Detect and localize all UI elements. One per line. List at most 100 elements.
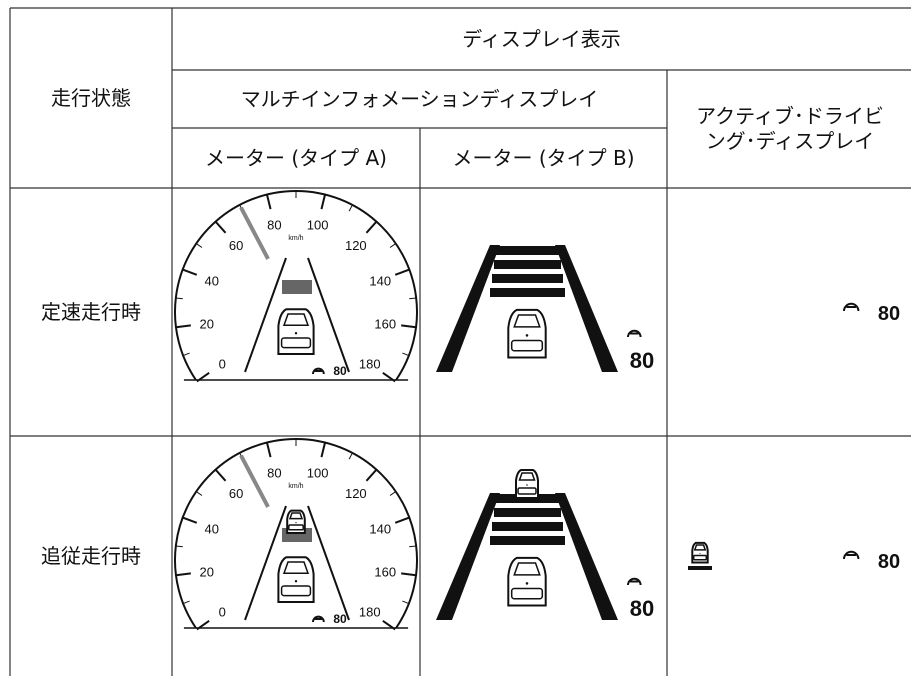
cruise-icon (627, 329, 642, 338)
gauge-label: 60 (229, 238, 243, 253)
car-icon (277, 556, 315, 603)
gauge-label: 20 (199, 564, 213, 579)
row-label: 追従走行時 (41, 543, 141, 568)
gauge-tick (348, 204, 353, 212)
gauge-tick (265, 442, 272, 458)
gauge-tick (320, 442, 327, 458)
gauge-needle (239, 454, 270, 508)
car-window (282, 561, 310, 574)
gauge-label: 20 (199, 316, 213, 331)
set-speed: 80 (333, 612, 347, 626)
gauge-label: 60 (229, 486, 243, 501)
car-bumper (280, 585, 312, 597)
cruise-icon (312, 615, 325, 623)
car-bumper (288, 524, 304, 531)
road-edge (307, 257, 350, 373)
gauge-label: 140 (369, 273, 391, 288)
gauge-label: 180 (359, 357, 381, 372)
lane-stripe (555, 493, 618, 620)
set-speed: 80 (630, 348, 654, 373)
distance-bar (492, 274, 563, 283)
distance-bar (490, 288, 565, 297)
car-emblem (699, 552, 701, 554)
car-emblem (295, 522, 297, 524)
car-icon (515, 469, 539, 499)
header-cell: 走行状態 (51, 85, 131, 110)
gauge-label: 160 (374, 316, 396, 331)
car-emblem (526, 484, 528, 486)
gauge-tick (401, 572, 417, 577)
car-window (518, 472, 536, 481)
gauge-tick (402, 600, 410, 605)
lead-bar (688, 566, 712, 570)
gauge-tick (389, 243, 397, 248)
gauge-tick (182, 352, 190, 357)
lane-stripe (436, 493, 500, 620)
row-label: 定速走行時 (41, 299, 141, 324)
car-emblem (525, 334, 529, 337)
road-edge (244, 505, 287, 621)
distance-bar (492, 522, 563, 531)
gauge-tick (195, 243, 203, 248)
gauge-label: 80 (267, 218, 281, 233)
gauge-tick (394, 268, 410, 276)
gauge-tick (401, 324, 417, 329)
cruise-icon (843, 302, 860, 312)
gauge-unit: km/h (288, 483, 303, 490)
gauge-tick (214, 220, 227, 234)
gauge-label: 80 (267, 466, 281, 481)
gauge-tick (182, 600, 190, 605)
gauge-label: 180 (359, 605, 381, 620)
car-window (513, 562, 541, 576)
cruise-icon (843, 550, 860, 560)
gauge-tick (182, 516, 198, 524)
header-cell: マルチインフォメーションディスプレイ (240, 86, 599, 111)
header-cell: アクティブ･ドライビング･ディスプレイ (696, 104, 884, 153)
header-cell: ディスプレイ表示 (462, 26, 621, 51)
gauge-tick (382, 619, 396, 631)
gauge-tick (175, 545, 183, 548)
distance-bar (494, 508, 561, 517)
car-bumper (517, 487, 537, 495)
gauge-tick (175, 572, 191, 577)
car-bumper (280, 337, 312, 349)
set-speed: 80 (630, 596, 654, 621)
gauge-tick (382, 371, 396, 383)
gauge-label: 120 (345, 486, 367, 501)
gauge-tick (265, 194, 272, 210)
gauge-label: 0 (219, 357, 226, 372)
gauge-tick (320, 194, 327, 210)
cruise-icon (627, 577, 642, 586)
gauge-tick (196, 619, 210, 631)
set-speed: 80 (333, 364, 347, 378)
gauge-tick (389, 491, 397, 496)
car-icon (507, 308, 547, 359)
car-bumper (692, 554, 708, 561)
gauge-tick (409, 297, 417, 300)
gauge-unit: km/h (288, 235, 303, 242)
car-emblem (525, 582, 529, 585)
car-emblem (294, 580, 298, 583)
gauge-tick (175, 297, 183, 300)
set-speed: 80 (878, 303, 900, 325)
gauge-tick (402, 352, 410, 357)
car-bumper (510, 339, 544, 352)
car-window (693, 544, 707, 551)
lane-stripe (436, 245, 500, 372)
road-edge (244, 257, 287, 373)
gauge-label: 40 (204, 273, 218, 288)
car-window (288, 512, 304, 520)
gauge-tick (175, 324, 191, 329)
car-window (282, 313, 310, 326)
gauge-label: 100 (307, 218, 329, 233)
distance-bar (490, 536, 565, 545)
gauge-label: 140 (369, 521, 391, 536)
car-icon (507, 556, 547, 607)
gauge-tick (365, 220, 378, 234)
gauge-label: 120 (345, 238, 367, 253)
gauge-tick (214, 468, 227, 482)
gauge-label: 100 (307, 466, 329, 481)
car-window (513, 314, 541, 328)
cruise-icon (312, 367, 325, 375)
